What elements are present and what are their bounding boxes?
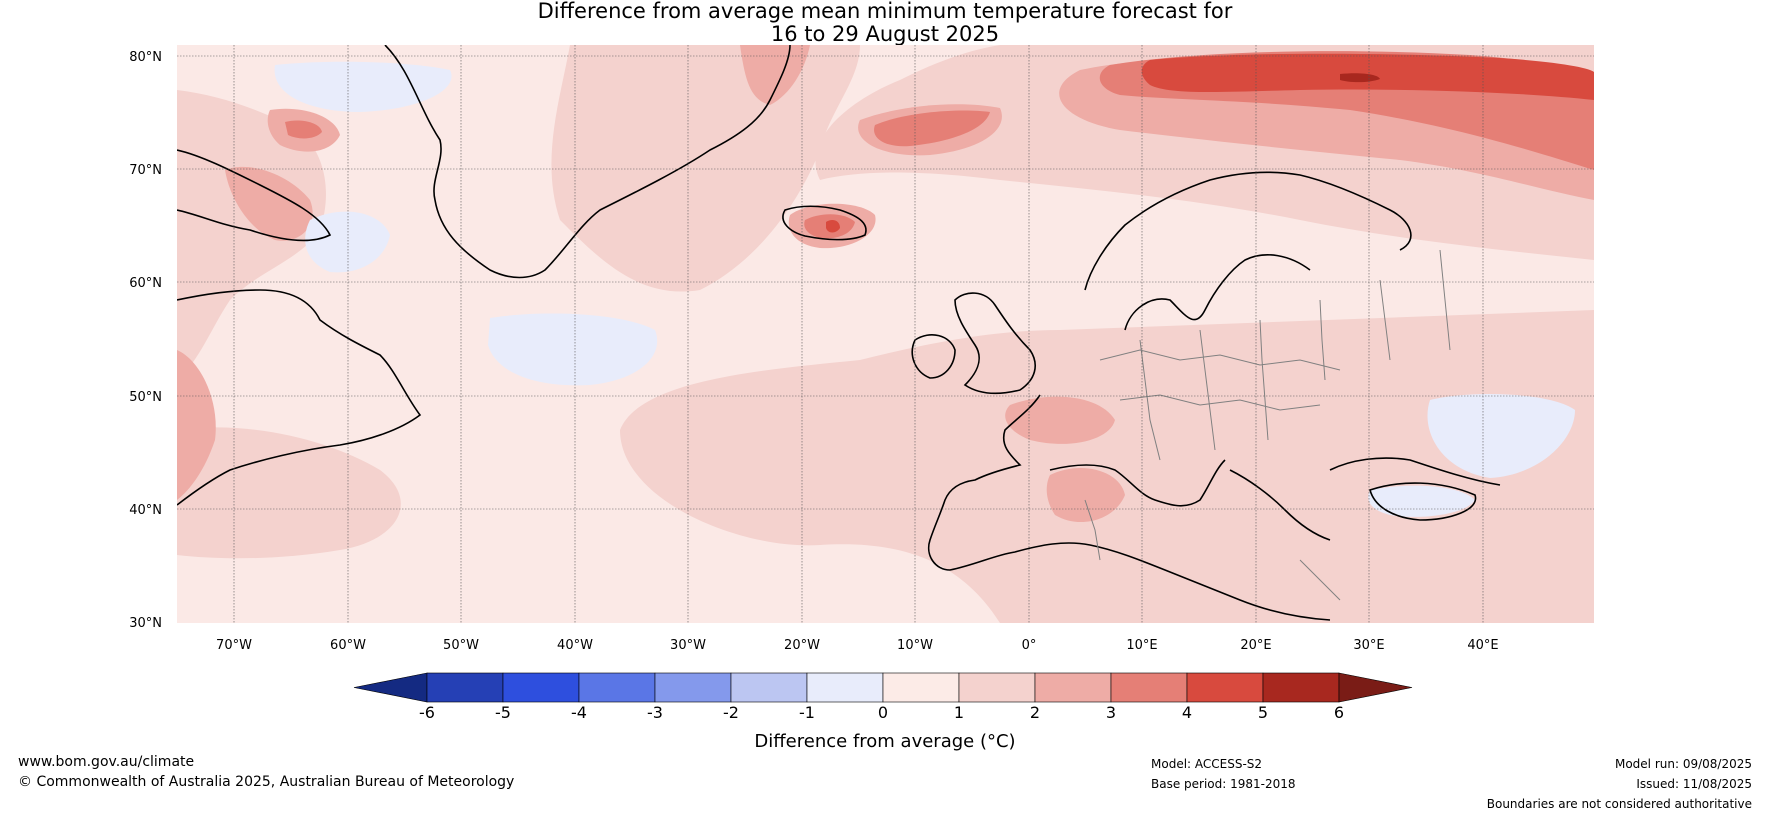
colorbar-segment xyxy=(806,672,884,703)
lon-label: 30°E xyxy=(1353,638,1384,653)
anomaly-region-3-4 xyxy=(874,110,990,147)
anomaly-region-3-4 xyxy=(285,120,322,139)
map-title: Difference from average mean minimum tem… xyxy=(537,0,1233,23)
anomaly-region-neg1-0 xyxy=(274,61,452,112)
anomaly-region-2-3 xyxy=(225,166,313,241)
graticule xyxy=(177,45,1594,623)
canada-coastline xyxy=(177,149,332,242)
boundaries-disclaimer: Boundaries are not considered authoritat… xyxy=(1486,797,1752,811)
base-period: Base period: 1981-2018 xyxy=(1151,777,1296,791)
country-borders xyxy=(1084,249,1451,601)
colorbar-segment xyxy=(578,672,656,703)
longitude-labels: 70°W 60°W 50°W 40°W 30°W 20°W 10°W 0° 10… xyxy=(216,638,1499,653)
colorbar-tick-label: -3 xyxy=(647,703,663,722)
lat-label: 80°N xyxy=(129,50,162,65)
colorbar-tick-label: -5 xyxy=(495,703,511,722)
issued-date: Issued: 11/08/2025 xyxy=(1636,777,1752,791)
lon-label: 20°W xyxy=(784,638,820,653)
anomaly-region-1-2 xyxy=(177,427,401,559)
scandinavia-coastline xyxy=(1084,171,1412,331)
colorbar-tick-label: 6 xyxy=(1334,703,1344,722)
black-sea-coastline xyxy=(1369,482,1477,521)
anomaly-region-neg1-0 xyxy=(305,211,390,273)
lon-label: 40°E xyxy=(1467,638,1498,653)
colorbar-segment xyxy=(1262,672,1340,703)
lat-label: 30°N xyxy=(129,616,162,631)
colorbar-tick-label: 0 xyxy=(878,703,888,722)
anomaly-region-2-3 xyxy=(740,45,810,105)
anomaly-region-1-2 xyxy=(620,310,1594,623)
colorbar-tick-label: -6 xyxy=(419,703,435,722)
colorbar-segment xyxy=(1110,672,1188,703)
lat-label: 40°N xyxy=(129,503,162,518)
colorbar-tick-label: -2 xyxy=(723,703,739,722)
anomaly-region-2-3 xyxy=(1005,396,1115,444)
lon-label: 60°W xyxy=(330,638,366,653)
anomaly-field xyxy=(177,45,1594,623)
colorbar-extend-low xyxy=(353,672,428,703)
model-name: Model: ACCESS-S2 xyxy=(1151,757,1263,771)
colorbar-legend xyxy=(353,672,1413,703)
lat-label: 60°N xyxy=(129,276,162,291)
colorbar-segment xyxy=(730,672,808,703)
colorbar-tick-labels: -6 -5 -4 -3 -2 -1 0 1 2 3 4 5 6 xyxy=(419,703,1344,722)
british-isles-coastline xyxy=(911,292,1036,395)
lon-label: 10°E xyxy=(1126,638,1157,653)
lon-label: 50°W xyxy=(443,638,479,653)
colorbar-tick-label: -4 xyxy=(571,703,587,722)
colorbar-title: Difference from average (°C) xyxy=(754,731,1015,752)
colorbar-segment xyxy=(502,672,580,703)
anomaly-region-neg1-0 xyxy=(1368,485,1475,517)
copyright-notice: © Commonwealth of Australia 2025, Austra… xyxy=(18,774,515,790)
colorbar-segment xyxy=(882,672,960,703)
colorbar-segment xyxy=(1034,672,1112,703)
iceland-coastline xyxy=(782,205,867,241)
anomaly-region-2-3 xyxy=(177,350,216,500)
lon-label: 0° xyxy=(1022,638,1037,653)
colorbar-tick-label: 3 xyxy=(1106,703,1116,722)
colorbar-tick-label: 4 xyxy=(1182,703,1192,722)
lon-label: 20°E xyxy=(1240,638,1271,653)
colorbar-tick-label: 2 xyxy=(1030,703,1040,722)
model-run-date: Model run: 09/08/2025 xyxy=(1614,757,1752,771)
labrador-coastline xyxy=(177,289,422,506)
lon-label: 40°W xyxy=(557,638,593,653)
map-subtitle-dates: 16 to 29 August 2025 xyxy=(770,22,1000,46)
greenland-coastline xyxy=(384,45,791,279)
lat-label: 50°N xyxy=(129,390,162,405)
anomaly-region-2-3 xyxy=(1046,467,1125,523)
colorbar-tick-label: -1 xyxy=(799,703,815,722)
website-credit: www.bom.gov.au/climate xyxy=(18,754,195,770)
lon-label: 70°W xyxy=(216,638,252,653)
lon-label: 10°W xyxy=(897,638,933,653)
lat-label: 70°N xyxy=(129,163,162,178)
anomaly-region-5-6 xyxy=(1340,73,1380,83)
anomaly-region-neg1-0 xyxy=(488,313,658,386)
latitude-labels: 80°N 70°N 60°N 50°N 40°N 30°N xyxy=(129,50,162,631)
colorbar-tick-label: 1 xyxy=(954,703,964,722)
anomaly-region-4-5 xyxy=(826,220,840,233)
colorbar-segment xyxy=(1186,672,1264,703)
anomaly-region-neg1-0 xyxy=(1427,394,1575,478)
colorbar-segment xyxy=(958,672,1036,703)
colorbar-segment xyxy=(426,672,504,703)
colorbar-segment xyxy=(654,672,732,703)
colorbar-tick-label: 5 xyxy=(1258,703,1268,722)
europe-coastline xyxy=(928,394,1501,621)
colorbar-extend-high xyxy=(1338,672,1413,703)
anomaly-region-1-2 xyxy=(551,45,860,292)
lon-label: 30°W xyxy=(670,638,706,653)
